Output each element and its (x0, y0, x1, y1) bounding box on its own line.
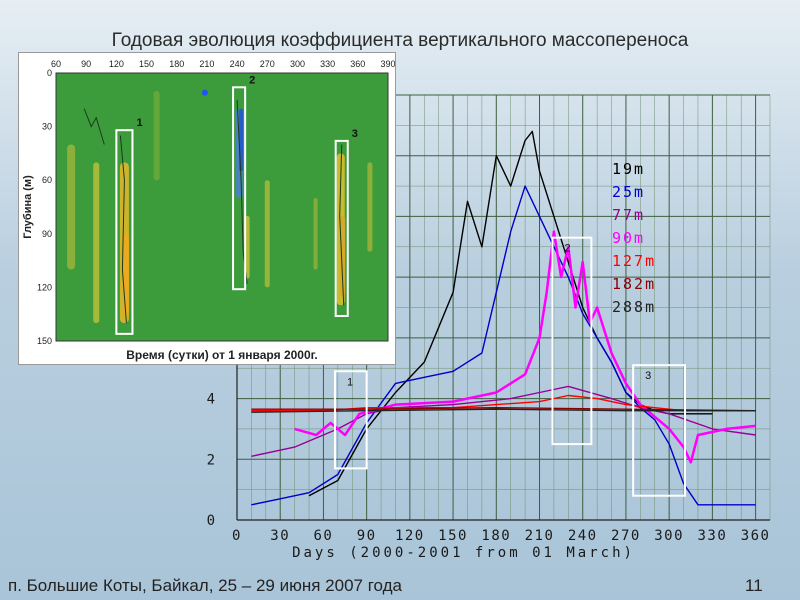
heat-patch (367, 162, 373, 252)
inset-annotation-box-1 (115, 129, 134, 335)
inset-chart-frame: 1 2 3 60 90 120 150 180 210 240 270 300 330 360 390 0 30… (18, 52, 396, 365)
footer-text: п. Большие Коты, Байкал, 25 – 29 июня 20… (8, 576, 402, 595)
annotation-box-2 (551, 236, 593, 446)
x-tick-label: 210 (525, 528, 555, 544)
heat-contour (83, 108, 105, 145)
legend-entry-77m: 77m (612, 206, 645, 224)
inset-annotation-box-3 (334, 139, 349, 317)
main-legend: 19m 25m 77m 90m 127m 182m 288m (612, 160, 656, 316)
heat-patch (123, 233, 129, 315)
y-tick-label: 0 (207, 513, 215, 529)
inset-annotation-box-2 (232, 86, 247, 291)
x-tick-label: 300 (654, 528, 684, 544)
series-line-77m (251, 385, 756, 457)
inset-y-tick-label: 150 (37, 336, 52, 346)
y-tick-label: 2 (207, 452, 215, 468)
heat-patch (313, 198, 318, 270)
annotation-label-1: 1 (347, 376, 353, 388)
heat-patch (153, 90, 160, 181)
inset-y-tick-label: 30 (42, 122, 52, 132)
inset-x-tick-label: 180 (169, 59, 184, 69)
x-tick-label: 0 (232, 528, 242, 544)
x-tick-label: 120 (395, 528, 425, 544)
heat-patch (93, 162, 100, 324)
annotation-label-3: 3 (645, 370, 651, 382)
inset-y-axis-label: Глубина (м) (22, 175, 34, 239)
inset-x-tick-label: 60 (51, 59, 61, 69)
series-line-182m (251, 407, 756, 412)
inset-x-tick-label: 270 (260, 59, 275, 69)
inset-x-tick-label: 300 (290, 59, 305, 69)
x-axis-label: Days (2000-2001 from 01 March) (292, 545, 635, 561)
x-tick-label: 360 (741, 528, 771, 544)
inset-plot-area (55, 72, 389, 342)
x-tick-label: 180 (481, 528, 511, 544)
inset-annotation-label-2: 2 (249, 74, 255, 86)
inset-x-tick-label: 210 (199, 59, 214, 69)
heat-contour (119, 135, 127, 324)
legend-entry-19m: 19m (612, 160, 645, 178)
inset-y-tick-label: 120 (37, 282, 52, 292)
series-line-288m (251, 408, 756, 413)
heat-patch (201, 89, 208, 96)
series-line-90m (294, 230, 756, 464)
heat-contour (339, 144, 345, 306)
heat-patch (264, 180, 270, 288)
heat-patch (67, 144, 76, 270)
legend-entry-288m: 288m (612, 298, 656, 316)
inset-x-tick-label: 90 (81, 59, 91, 69)
inset-annotation-label-1: 1 (136, 117, 142, 129)
inset-x-tick-label: 240 (230, 59, 245, 69)
inset-x-tick-label: 150 (139, 59, 154, 69)
slide-title: Годовая эволюция коэффициента вертикальн… (111, 30, 689, 51)
inset-x-tick-label: 120 (109, 59, 124, 69)
heat-patch (340, 215, 346, 297)
inset-y-tick-label: 0 (47, 68, 52, 78)
inset-x-axis-label: Время (сутки) от 1 января 2000г. (126, 348, 318, 362)
series-line-25m (251, 185, 756, 506)
inset-x-tick-label: 360 (350, 59, 365, 69)
x-tick-label: 330 (697, 528, 727, 544)
inset-y-tick-label: 90 (42, 229, 52, 239)
inset-y-tick-label: 60 (42, 175, 52, 185)
x-tick-label: 30 (270, 528, 290, 544)
y-tick-label: 4 (207, 392, 215, 408)
legend-entry-182m: 182m (612, 275, 656, 293)
x-tick-label: 240 (568, 528, 598, 544)
page-number: 11 (745, 576, 763, 595)
legend-entry-90m: 90m (612, 229, 645, 247)
legend-entry-25m: 25m (612, 183, 645, 201)
inset-annotation-label-3: 3 (352, 128, 358, 140)
x-tick-label: 90 (357, 528, 377, 544)
x-tick-label: 60 (314, 528, 334, 544)
annotation-box-3 (632, 364, 687, 497)
annotation-box-1 (333, 370, 368, 470)
x-tick-label: 150 (438, 528, 468, 544)
inset-x-tick-label: 330 (320, 59, 335, 69)
legend-entry-127m: 127m (612, 252, 656, 270)
x-tick-label: 270 (611, 528, 641, 544)
annotation-label-2: 2 (564, 243, 570, 255)
inset-x-tick-label: 390 (380, 59, 395, 69)
